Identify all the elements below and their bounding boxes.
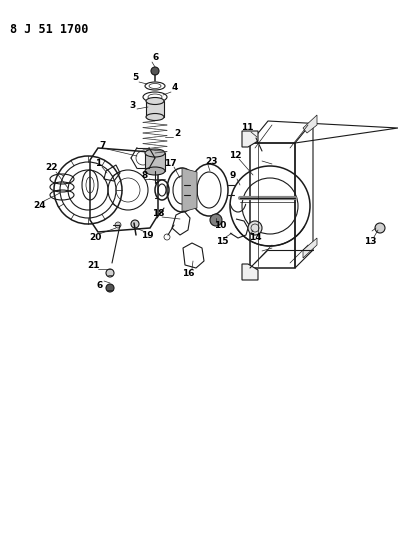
Circle shape — [248, 221, 262, 235]
Text: 20: 20 — [89, 233, 101, 243]
Text: 23: 23 — [206, 157, 218, 166]
Text: 17: 17 — [164, 158, 176, 167]
Circle shape — [106, 284, 114, 292]
Polygon shape — [303, 238, 317, 258]
Circle shape — [210, 214, 222, 226]
Text: 1: 1 — [95, 158, 101, 167]
Text: 5: 5 — [132, 74, 138, 83]
Text: 8 J 51 1700: 8 J 51 1700 — [10, 23, 88, 36]
Polygon shape — [242, 131, 258, 147]
Text: 10: 10 — [214, 221, 226, 230]
Polygon shape — [303, 115, 317, 133]
Text: 19: 19 — [140, 230, 153, 239]
Text: 24: 24 — [34, 200, 46, 209]
Bar — [145, 153, 165, 171]
Text: 14: 14 — [249, 233, 261, 243]
Text: 12: 12 — [229, 150, 241, 159]
Text: 6: 6 — [97, 280, 103, 289]
Polygon shape — [182, 168, 197, 212]
Text: 22: 22 — [46, 164, 58, 173]
Ellipse shape — [146, 98, 164, 104]
Text: 11: 11 — [241, 124, 253, 133]
Text: 7: 7 — [100, 141, 106, 149]
Text: 4: 4 — [172, 84, 178, 93]
Text: 13: 13 — [364, 237, 376, 246]
Circle shape — [106, 269, 114, 277]
Text: 9: 9 — [230, 171, 236, 180]
Text: 15: 15 — [216, 237, 228, 246]
Text: 18: 18 — [152, 208, 164, 217]
Bar — [146, 101, 164, 117]
Text: 16: 16 — [182, 269, 194, 278]
Circle shape — [375, 223, 385, 233]
Polygon shape — [242, 264, 258, 280]
Circle shape — [131, 220, 139, 228]
Text: 6: 6 — [153, 53, 159, 62]
Text: 3: 3 — [130, 101, 136, 109]
Circle shape — [151, 67, 159, 75]
Text: 21: 21 — [88, 261, 100, 270]
Circle shape — [115, 222, 121, 228]
Text: 8: 8 — [142, 171, 148, 180]
Ellipse shape — [146, 114, 164, 120]
Text: 2: 2 — [174, 128, 180, 138]
Ellipse shape — [145, 149, 165, 157]
Ellipse shape — [145, 167, 165, 175]
